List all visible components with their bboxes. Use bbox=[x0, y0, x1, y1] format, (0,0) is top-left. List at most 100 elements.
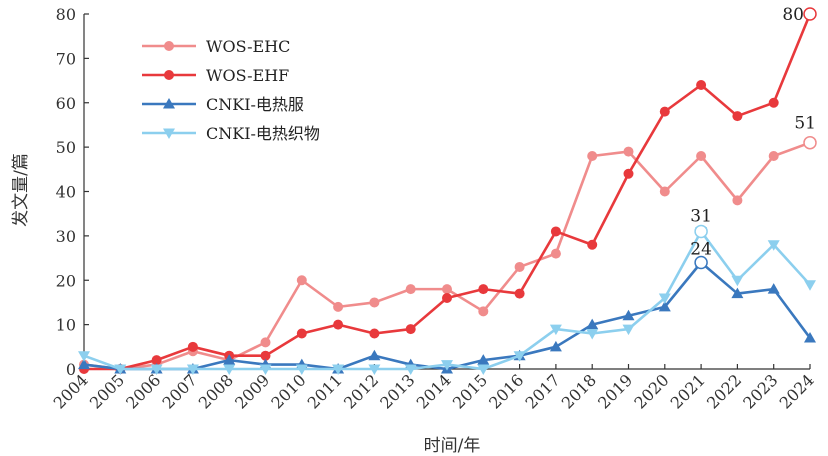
y-tick-label: 40 bbox=[56, 183, 76, 202]
series-2 bbox=[78, 256, 816, 374]
data-point bbox=[587, 239, 598, 250]
data-point bbox=[549, 324, 562, 336]
x-tick-label: 2006 bbox=[122, 370, 164, 412]
x-tick-label: 2012 bbox=[340, 370, 382, 412]
x-tick-label: 2014 bbox=[413, 370, 455, 412]
series-3 bbox=[78, 226, 816, 375]
data-point bbox=[441, 360, 453, 371]
data-point bbox=[514, 261, 525, 272]
data-point bbox=[804, 331, 816, 343]
data-point bbox=[405, 284, 416, 295]
x-tick-label: 2011 bbox=[304, 370, 346, 412]
x-tick-label: 2020 bbox=[630, 370, 672, 412]
data-point bbox=[696, 151, 707, 161]
data-point bbox=[332, 364, 345, 375]
data-point bbox=[513, 351, 526, 362]
data-point bbox=[768, 97, 779, 108]
x-tick-label: 2024 bbox=[776, 370, 818, 412]
x-tick-label: 2015 bbox=[449, 370, 491, 412]
data-point bbox=[296, 328, 307, 339]
data-point bbox=[260, 350, 271, 361]
data-point bbox=[223, 354, 236, 365]
data-point bbox=[586, 318, 599, 330]
data-label: 24 bbox=[690, 240, 712, 260]
y-tick-label: 80 bbox=[56, 5, 76, 24]
data-label-marker bbox=[694, 224, 708, 239]
data-point bbox=[768, 151, 779, 161]
data-point bbox=[732, 195, 743, 206]
data-label: 51 bbox=[794, 114, 816, 134]
data-point bbox=[368, 349, 381, 361]
data-point bbox=[150, 364, 163, 375]
data-point bbox=[767, 240, 780, 251]
legend-item: CNKI-电热服 bbox=[142, 95, 304, 114]
data-point bbox=[804, 280, 816, 291]
x-tick-label: 2022 bbox=[703, 370, 745, 412]
x-tick-label: 2004 bbox=[50, 370, 92, 412]
data-point bbox=[442, 284, 452, 295]
legend-label: CNKI-电热织物 bbox=[206, 124, 320, 143]
data-point bbox=[333, 301, 344, 312]
legend-marker bbox=[163, 98, 175, 109]
data-point bbox=[404, 364, 417, 375]
data-label-marker bbox=[803, 7, 817, 21]
data-point bbox=[550, 226, 561, 237]
y-tick-label: 60 bbox=[56, 94, 76, 113]
data-point bbox=[368, 364, 381, 375]
data-point bbox=[622, 324, 635, 336]
data-point bbox=[296, 275, 307, 286]
legend-label: WOS-EHC bbox=[206, 37, 290, 56]
data-point bbox=[623, 168, 634, 179]
data-point bbox=[731, 287, 744, 299]
x-tick-label: 2018 bbox=[558, 370, 600, 412]
y-tick-label: 70 bbox=[56, 49, 76, 68]
x-tick-label: 2021 bbox=[667, 370, 709, 412]
x-tick-label: 2008 bbox=[195, 370, 237, 412]
data-point bbox=[659, 186, 670, 197]
x-axis-title: 时间/年 bbox=[424, 436, 481, 456]
legend-marker bbox=[164, 70, 174, 80]
legend-item: WOS-EHC bbox=[142, 37, 290, 56]
data-point bbox=[114, 364, 127, 375]
data-point bbox=[295, 364, 308, 375]
data-point bbox=[442, 293, 452, 303]
series-1 bbox=[79, 9, 815, 374]
legend-label: CNKI-电热服 bbox=[206, 95, 304, 114]
x-tick-label: 2019 bbox=[594, 370, 636, 412]
data-point bbox=[369, 297, 380, 308]
x-tick-label: 2023 bbox=[739, 370, 781, 412]
data-point bbox=[405, 324, 416, 335]
x-tick-label: 2017 bbox=[522, 370, 564, 412]
data-point bbox=[659, 106, 670, 117]
series-layer bbox=[78, 9, 816, 375]
data-point bbox=[696, 80, 707, 90]
data-point bbox=[550, 248, 561, 259]
legend-label: WOS-EHF bbox=[206, 66, 289, 85]
data-point bbox=[658, 300, 671, 312]
series-line bbox=[84, 13, 812, 371]
legend: WOS-EHC WOS-EHF CNKI-电热服 CNKI-电热织物 bbox=[142, 37, 320, 143]
x-tick-label: 2013 bbox=[376, 370, 418, 412]
data-point bbox=[732, 111, 743, 122]
data-point bbox=[549, 340, 562, 352]
data-label-marker bbox=[803, 135, 817, 150]
data-point bbox=[369, 328, 380, 339]
data-point bbox=[514, 288, 525, 299]
x-tick-label: 2016 bbox=[485, 370, 527, 412]
data-point bbox=[78, 358, 90, 370]
legend-item: WOS-EHF bbox=[142, 66, 289, 85]
data-point bbox=[731, 275, 744, 287]
data-point bbox=[223, 364, 236, 375]
y-axis-title: 发文量/篇 bbox=[11, 153, 31, 227]
data-point bbox=[767, 283, 780, 294]
data-point bbox=[259, 364, 272, 375]
data-label-marker bbox=[694, 255, 708, 270]
legend-marker bbox=[163, 128, 175, 139]
data-label: 31 bbox=[690, 206, 712, 226]
data-point bbox=[587, 151, 598, 161]
y-tick-label: 0 bbox=[66, 360, 76, 379]
data-point bbox=[187, 341, 198, 352]
data-point bbox=[78, 351, 90, 362]
data-label: 80 bbox=[782, 5, 804, 25]
